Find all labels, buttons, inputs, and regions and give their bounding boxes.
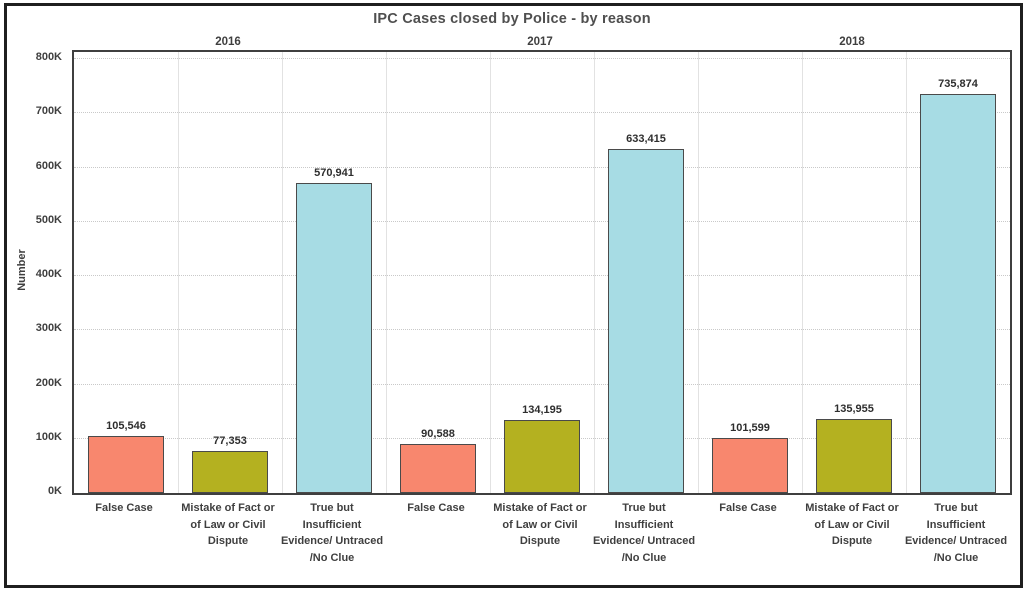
bar-value-label: 101,599 <box>730 422 770 434</box>
y-tick-label: 700K <box>35 105 62 118</box>
bar-value-label: 90,588 <box>421 428 455 440</box>
bar <box>816 419 892 493</box>
x-label-cell: False Case <box>72 500 176 566</box>
bar-value-label: 570,941 <box>314 167 354 179</box>
category-label: False Case <box>719 502 777 514</box>
category-label: True but Insufficient Evidence/ Untraced… <box>904 502 1008 564</box>
bar <box>712 438 788 493</box>
y-tick-label: 800K <box>35 51 62 63</box>
bar <box>296 183 372 493</box>
x-label-cell: False Case <box>384 500 488 566</box>
year-label: 2017 <box>527 36 553 48</box>
gridline <box>74 166 1010 168</box>
y-tick-label: 100K <box>35 430 62 443</box>
plot-area: 105,546 77,353 570,941 90,588 134,195 633,415… <box>72 50 1012 495</box>
category-label: True but Insufficient Evidence/ Untraced… <box>280 502 384 564</box>
bar <box>504 420 580 493</box>
bar-value-label: 135,955 <box>834 403 874 415</box>
gridline <box>74 383 1010 385</box>
gridline <box>74 112 1010 114</box>
bar <box>608 149 684 493</box>
x-label-cell: True but Insufficient Evidence/ Untraced… <box>904 500 1008 566</box>
bar-value-label: 134,195 <box>522 404 562 416</box>
column-separator <box>282 52 283 493</box>
column-separator <box>594 52 595 493</box>
column-separator <box>802 52 803 493</box>
category-label: Mistake of Fact or of Law or Civil Dispu… <box>805 502 899 547</box>
y-axis: 0K 100K 200K 300K 400K 500K 600K 700K 800K <box>0 50 70 497</box>
x-label-cell: Mistake of Fact or of Law or Civil Dispu… <box>488 500 592 566</box>
y-tick-label: 500K <box>35 213 62 226</box>
bar-value-label: 105,546 <box>106 420 146 432</box>
x-label-cell: True but Insufficient Evidence/ Untraced… <box>280 500 384 566</box>
category-label: Mistake of Fact or of Law or Civil Dispu… <box>493 502 587 547</box>
column-separator <box>490 52 491 493</box>
x-label-cell: False Case <box>696 500 800 566</box>
x-label-cell: Mistake of Fact or of Law or Civil Dispu… <box>800 500 904 566</box>
bar <box>400 444 476 493</box>
x-axis-labels: False Case Mistake of Fact or of Law or C… <box>72 500 1008 566</box>
gridline <box>74 220 1010 222</box>
column-separator <box>906 52 907 493</box>
x-label-cell: Mistake of Fact or of Law or Civil Dispu… <box>176 500 280 566</box>
bar <box>192 451 268 493</box>
y-tick-label: 600K <box>35 159 62 172</box>
chart-title: IPC Cases closed by Police - by reason <box>373 11 651 27</box>
bar-value-label: 633,415 <box>626 133 666 145</box>
category-label: False Case <box>95 502 153 514</box>
column-separator <box>698 52 699 493</box>
x-label-cell: True but Insufficient Evidence/ Untraced… <box>592 500 696 566</box>
bar <box>920 94 996 493</box>
y-tick-label: 400K <box>35 268 62 280</box>
column-separator <box>386 52 387 493</box>
gridline <box>74 275 1010 276</box>
year-label: 2018 <box>839 36 865 48</box>
gridline <box>74 329 1010 331</box>
category-label: True but Insufficient Evidence/ Untraced… <box>592 502 696 564</box>
y-tick-label: 200K <box>35 376 62 389</box>
gridline <box>74 58 1010 59</box>
year-label: 2016 <box>215 36 241 48</box>
bar <box>88 436 164 493</box>
y-tick-label: 0K <box>47 485 62 497</box>
category-label: Mistake of Fact or of Law or Civil Dispu… <box>181 502 275 547</box>
column-separator <box>178 52 179 493</box>
y-tick-label: 300K <box>35 322 62 335</box>
bar-value-label: 735,874 <box>938 78 978 90</box>
category-label: False Case <box>407 502 465 514</box>
bar-value-label: 77,353 <box>213 435 247 447</box>
